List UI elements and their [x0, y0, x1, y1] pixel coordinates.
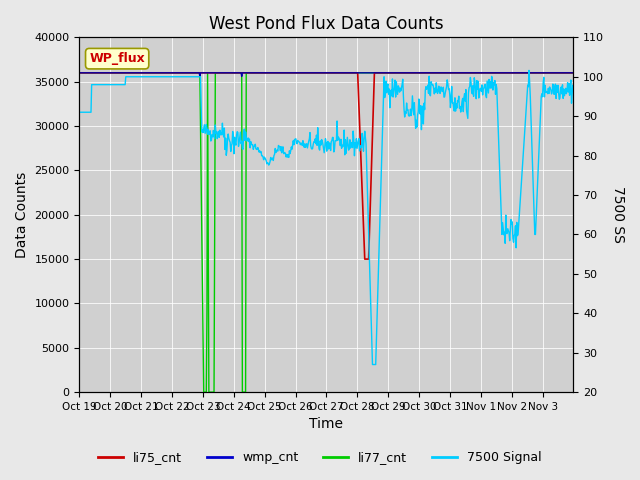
Title: West Pond Flux Data Counts: West Pond Flux Data Counts: [209, 15, 444, 33]
Y-axis label: Data Counts: Data Counts: [15, 172, 29, 258]
Text: WP_flux: WP_flux: [90, 52, 145, 65]
Legend: li75_cnt, wmp_cnt, li77_cnt, 7500 Signal: li75_cnt, wmp_cnt, li77_cnt, 7500 Signal: [93, 446, 547, 469]
X-axis label: Time: Time: [309, 418, 344, 432]
Y-axis label: 7500 SS: 7500 SS: [611, 186, 625, 243]
